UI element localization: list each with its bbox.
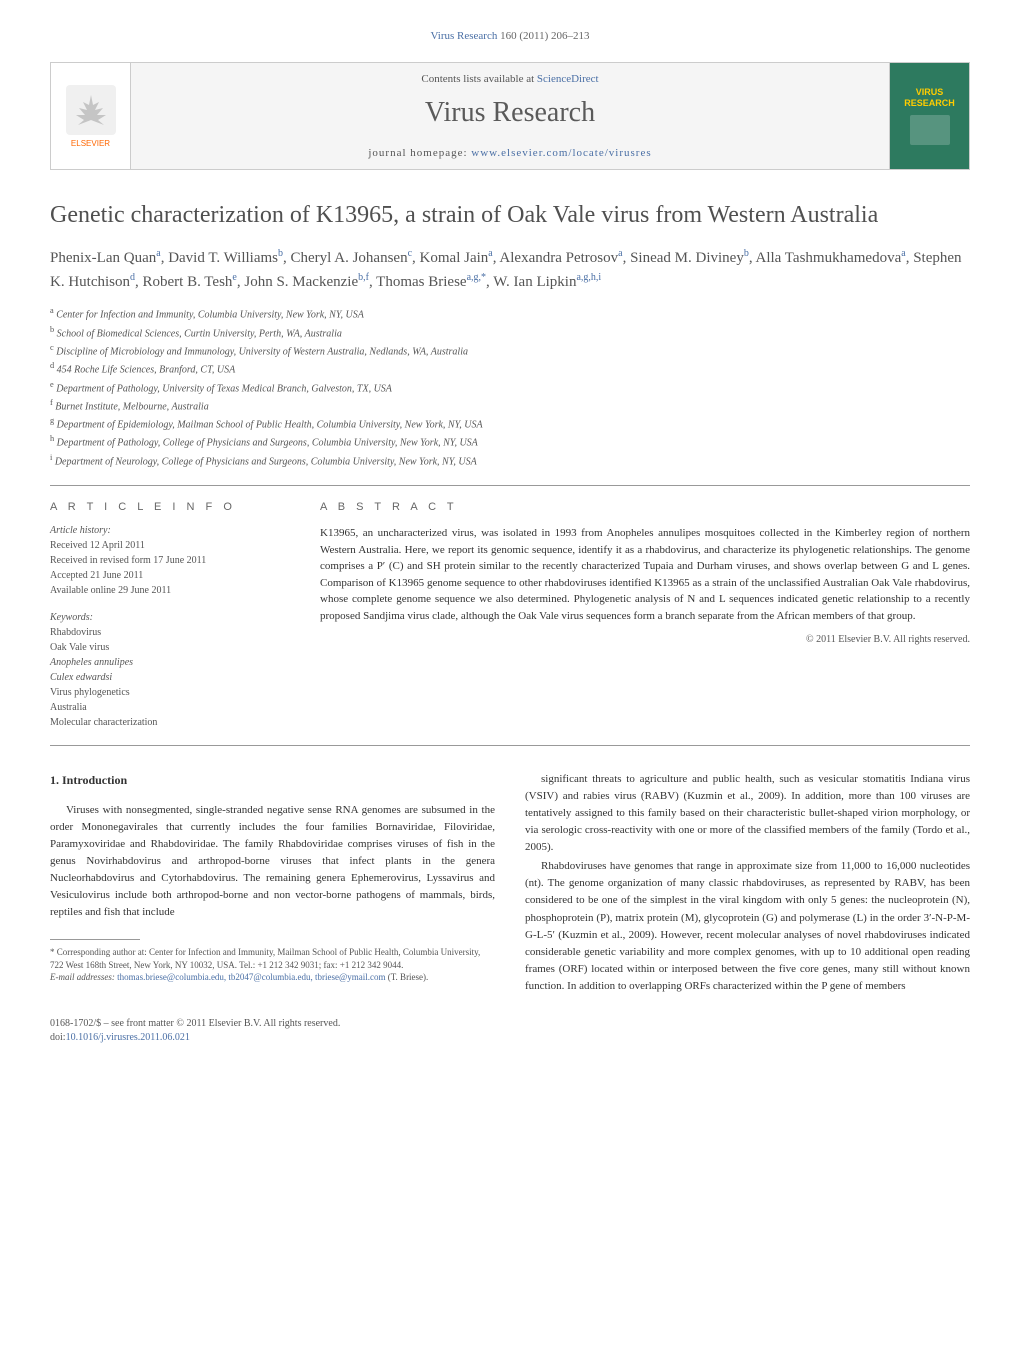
affiliation-item: c Discipline of Microbiology and Immunol…	[50, 342, 970, 359]
email-links[interactable]: thomas.briese@columbia.edu, tb2047@colum…	[117, 972, 385, 982]
issn-line: 0168-1702/$ – see front matter © 2011 El…	[50, 1017, 970, 1031]
history-label: Article history:	[50, 525, 290, 536]
doi-label: doi:	[50, 1032, 66, 1043]
citation-journal-link[interactable]: Virus Research	[430, 30, 497, 42]
doi-link[interactable]: 10.1016/j.virusres.2011.06.021	[66, 1032, 190, 1043]
affiliation-item: i Department of Neurology, College of Ph…	[50, 452, 970, 469]
affiliations-list: a Center for Infection and Immunity, Col…	[50, 305, 970, 486]
body-para-2: significant threats to agriculture and p…	[525, 771, 970, 856]
affiliation-item: g Department of Epidemiology, Mailman Sc…	[50, 415, 970, 432]
abstract: A B S T R A C T K13965, an uncharacteriz…	[320, 501, 970, 730]
homepage-label: journal homepage:	[368, 147, 471, 159]
page-container: Virus Research 160 (2011) 206–213 ELSEVI…	[0, 0, 1020, 1075]
contents-label: Contents lists available at	[421, 73, 536, 85]
affiliation-item: d 454 Roche Life Sciences, Branford, CT,…	[50, 360, 970, 377]
authors-list: Phenix-Lan Quana, David T. Williamsb, Ch…	[50, 246, 970, 293]
sciencedirect-link[interactable]: ScienceDirect	[537, 73, 599, 85]
cover-text: VIRUS RESEARCH	[890, 87, 969, 109]
email-footnote: E-mail addresses: thomas.briese@columbia…	[50, 971, 495, 984]
keyword-item: Rhabdovirus	[50, 625, 290, 640]
history-item: Received 12 April 2011	[50, 538, 290, 553]
affiliation-item: f Burnet Institute, Melbourne, Australia	[50, 397, 970, 414]
corresponding-author-footnote: * Corresponding author at: Center for In…	[50, 946, 495, 971]
journal-header-center: Contents lists available at ScienceDirec…	[131, 63, 889, 169]
body-columns: 1. Introduction Viruses with nonsegmente…	[50, 771, 970, 997]
keyword-item: Anopheles annulipes	[50, 655, 290, 670]
abstract-heading: A B S T R A C T	[320, 501, 970, 513]
publisher-logo[interactable]: ELSEVIER	[51, 63, 131, 169]
affiliation-item: b School of Biomedical Sciences, Curtin …	[50, 324, 970, 341]
history-item: Received in revised form 17 June 2011	[50, 553, 290, 568]
footnote-separator	[50, 939, 140, 940]
keyword-item: Virus phylogenetics	[50, 685, 290, 700]
article-title: Genetic characterization of K13965, a st…	[50, 200, 970, 231]
article-info-heading: A R T I C L E I N F O	[50, 501, 290, 513]
affiliation-item: h Department of Pathology, College of Ph…	[50, 433, 970, 450]
page-footer: 0168-1702/$ – see front matter © 2011 El…	[50, 1017, 970, 1045]
keyword-item: Molecular characterization	[50, 715, 290, 730]
elsevier-tree-icon	[66, 85, 116, 135]
article-info: A R T I C L E I N F O Article history: R…	[50, 501, 290, 730]
citation-vol: 160 (2011) 206–213	[500, 30, 589, 42]
journal-homepage: journal homepage: www.elsevier.com/locat…	[141, 147, 879, 159]
publisher-name: ELSEVIER	[71, 139, 110, 148]
journal-cover-thumbnail[interactable]: VIRUS RESEARCH	[889, 63, 969, 169]
affiliation-item: e Department of Pathology, University of…	[50, 379, 970, 396]
header-citation: Virus Research 160 (2011) 206–213	[50, 30, 970, 42]
keyword-item: Australia	[50, 700, 290, 715]
doi-line: doi:10.1016/j.virusres.2011.06.021	[50, 1031, 970, 1045]
homepage-link[interactable]: www.elsevier.com/locate/virusres	[471, 147, 651, 159]
email-suffix: (T. Briese).	[385, 972, 428, 982]
journal-title: Virus Research	[141, 97, 879, 129]
abstract-copyright: © 2011 Elsevier B.V. All rights reserved…	[320, 634, 970, 645]
introduction-heading: 1. Introduction	[50, 771, 495, 790]
history-item: Accepted 21 June 2011	[50, 568, 290, 583]
keyword-item: Oak Vale virus	[50, 640, 290, 655]
affiliation-item: a Center for Infection and Immunity, Col…	[50, 305, 970, 322]
abstract-text: K13965, an uncharacterized virus, was is…	[320, 525, 970, 624]
history-item: Available online 29 June 2011	[50, 583, 290, 598]
body-para-1: Viruses with nonsegmented, single-strand…	[50, 802, 495, 921]
info-abstract-row: A R T I C L E I N F O Article history: R…	[50, 501, 970, 746]
body-column-right: significant threats to agriculture and p…	[525, 771, 970, 997]
body-column-left: 1. Introduction Viruses with nonsegmente…	[50, 771, 495, 997]
body-para-3: Rhabdoviruses have genomes that range in…	[525, 858, 970, 994]
keyword-item: Culex edwardsi	[50, 670, 290, 685]
journal-header: ELSEVIER Contents lists available at Sci…	[50, 62, 970, 170]
email-label: E-mail addresses:	[50, 972, 117, 982]
contents-list-text: Contents lists available at ScienceDirec…	[141, 73, 879, 85]
keywords-label: Keywords:	[50, 612, 290, 623]
cover-image-icon	[910, 115, 950, 145]
